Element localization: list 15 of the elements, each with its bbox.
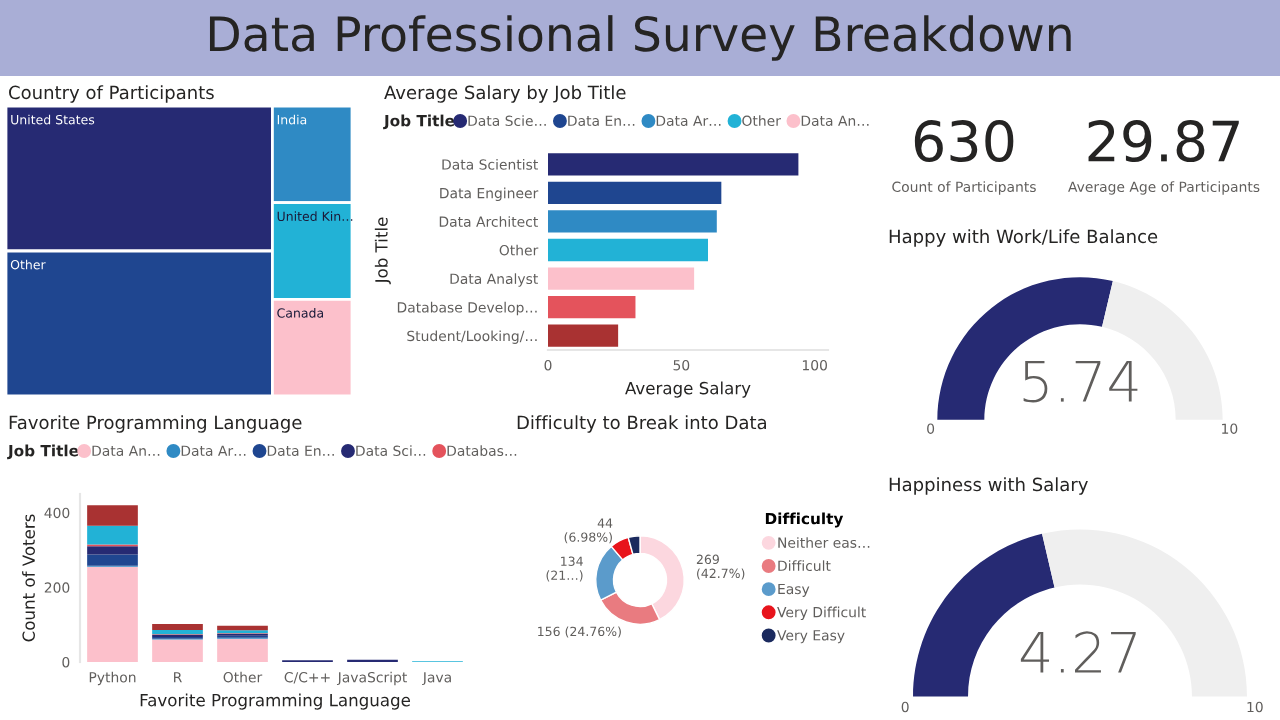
text: Data Professional Survey Breakdown <box>209 15 1071 61</box>
chart-title: Average Salary by Job Title <box>384 85 626 103</box>
data-label: 29.87 <box>1088 120 1239 163</box>
data-label: 4.27 <box>1020 631 1136 673</box>
y-axis-title: Job Title <box>374 217 391 285</box>
chart-title: Favorite Programming Language <box>9 415 302 433</box>
chart-title: Difficulty to Break into Data <box>517 415 766 433</box>
x-axis-title: Favorite Programming Language <box>140 693 410 710</box>
chart-title: Happiness with Salary <box>889 477 1088 495</box>
text: Country of Participants <box>9 85 214 103</box>
y-axis-title: Count of Voters <box>22 514 35 642</box>
data-label: 630 <box>914 120 1014 163</box>
chart-title: Happy with Work/Life Balance <box>889 229 1158 247</box>
x-axis-title: Average Salary <box>625 381 751 398</box>
data-label: 5.74 <box>1023 361 1138 403</box>
